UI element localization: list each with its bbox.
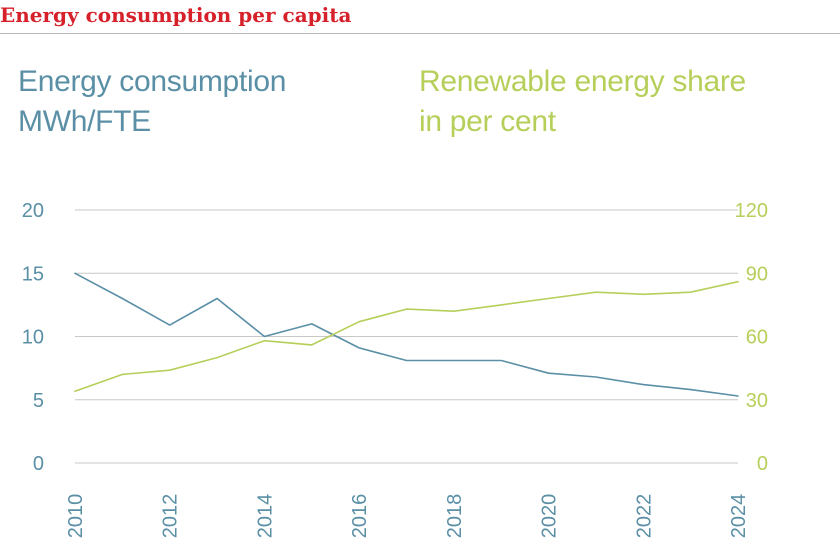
x-axis-ticks: 2010 2012 2014 2016 2018 2020 2022 2024 [65, 494, 750, 539]
left-axis-title-line2: MWh/FTE [18, 105, 151, 138]
page-title: Energy consumption per capita [0, 3, 352, 27]
left-tick-label: 0 [33, 453, 44, 475]
left-tick-label: 20 [22, 200, 44, 222]
x-tick-label: 2016 [349, 494, 371, 539]
left-axis-title-line1: Energy consumption [18, 65, 287, 98]
right-tick-label: 60 [746, 327, 768, 349]
series-lines [74, 272, 739, 397]
x-tick-label: 2014 [254, 494, 276, 539]
right-tick-label: 90 [746, 263, 768, 285]
right-tick-label: 30 [746, 390, 768, 412]
right-axis-ticks: 0 30 60 90 120 [735, 200, 768, 475]
left-axis-title: Energy consumption MWh/FTE [18, 62, 286, 142]
renewable-share-line [74, 280, 739, 393]
x-tick-label: 2020 [539, 494, 561, 539]
right-tick-label: 120 [735, 200, 768, 222]
x-tick-label: 2012 [160, 494, 182, 539]
left-tick-label: 15 [22, 263, 44, 285]
right-axis-title: Renewable energy share in per cent [419, 62, 746, 142]
gridlines [75, 209, 738, 464]
title-divider [0, 33, 840, 34]
right-axis-title-line1: Renewable energy share [419, 65, 746, 98]
x-tick-label: 2022 [633, 494, 655, 539]
x-tick-label: 2010 [65, 494, 87, 539]
left-axis-ticks: 0 5 10 15 20 [22, 200, 44, 475]
left-tick-label: 5 [33, 390, 44, 412]
left-tick-label: 10 [22, 327, 44, 349]
x-tick-label: 2018 [444, 494, 466, 539]
consumption-line [74, 272, 739, 397]
right-axis-title-line2: in per cent [419, 105, 556, 138]
right-tick-label: 0 [757, 453, 768, 475]
x-tick-label: 2024 [728, 494, 750, 539]
